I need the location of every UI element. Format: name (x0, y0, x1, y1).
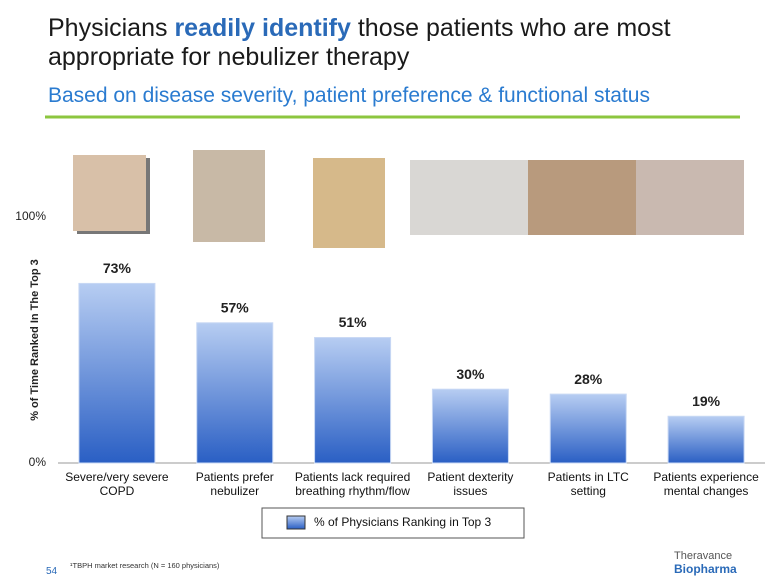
legend-label: % of Physicians Ranking in Top 3 (314, 515, 492, 529)
bar (196, 322, 274, 464)
logo-text: Theravance (674, 550, 733, 562)
x-tick-label: Patients experience mental changes (653, 470, 759, 498)
title-text: those patients who are most appropriate … (48, 14, 671, 71)
y-axis-label: % of Time Ranked In The Top 3 (29, 259, 41, 421)
logo: Theravance Biopharma (674, 550, 737, 577)
footnote: ¹TBPH market research (N = 160 physician… (70, 561, 220, 570)
value-label: 30% (456, 366, 485, 382)
bar (314, 337, 392, 464)
x-tick-label: Patients lack required breathing rhythm/… (294, 470, 411, 498)
value-label: 19% (692, 393, 721, 409)
value-label: 28% (574, 371, 603, 387)
value-label: 57% (221, 299, 250, 315)
legend (261, 507, 525, 539)
value-label: 73% (103, 260, 132, 276)
bar (667, 415, 745, 464)
x-tick-label: Patients in LTC setting (547, 470, 629, 498)
bar (78, 282, 156, 464)
subtitle: Based on disease severity, patient prefe… (48, 84, 650, 107)
value-label: 51% (339, 314, 368, 330)
logo-text: Biopharma (674, 562, 737, 576)
title: Physicians readily identify those patien… (48, 14, 748, 72)
x-tick-label: Patients prefer nebulizer (195, 470, 274, 498)
photos (73, 150, 744, 248)
bar (549, 393, 627, 464)
bar (431, 388, 509, 464)
y-tick-label: 100% (15, 209, 46, 223)
page-number: 54 (46, 566, 58, 577)
x-tick-label: Severe/very severe COPD (65, 470, 169, 498)
y-tick-label: 0% (29, 455, 47, 469)
title-highlight: readily identify (174, 14, 351, 42)
title-text: Physicians (48, 14, 175, 42)
x-tick-label: Patient dexterity issues (427, 470, 514, 498)
legend-swatch (286, 515, 306, 530)
